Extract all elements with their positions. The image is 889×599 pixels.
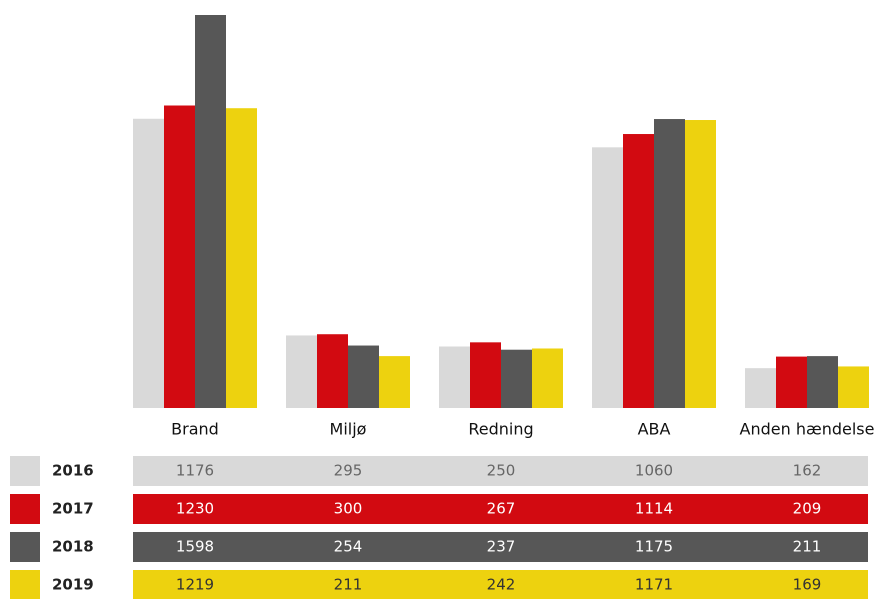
table-cell: 242: [487, 576, 516, 594]
table-row: [133, 570, 868, 599]
category-label: Miljø: [330, 420, 367, 439]
category-label: Redning: [468, 420, 533, 439]
table-cell: 1060: [635, 462, 673, 480]
table-row: [133, 456, 868, 486]
bar: [226, 108, 257, 409]
bar: [470, 342, 501, 408]
table-cell: 1176: [176, 462, 214, 480]
bar: [286, 335, 317, 408]
table-row: [133, 532, 868, 562]
legend-label: 2018: [52, 538, 94, 556]
table-cell: 237: [487, 538, 516, 556]
bar: [776, 356, 807, 408]
bar: [532, 348, 563, 408]
legend-swatch: [10, 494, 40, 524]
bar: [439, 346, 470, 408]
table-cell: 1114: [635, 500, 673, 518]
table-cell: 300: [334, 500, 363, 518]
table-cell: 169: [793, 576, 822, 594]
bar: [623, 134, 654, 408]
table-cell: 1219: [176, 576, 214, 594]
table-cell: 209: [793, 500, 822, 518]
bar: [592, 147, 623, 408]
category-label: Anden hændelse: [740, 420, 875, 439]
bar: [745, 368, 776, 408]
bar: [838, 366, 869, 408]
bar: [317, 334, 348, 408]
table-row: [133, 494, 868, 524]
table-cell: 1230: [176, 500, 214, 518]
category-label: Brand: [171, 420, 219, 439]
bar: [379, 356, 410, 408]
table-cell: 211: [334, 576, 363, 594]
legend-swatch: [10, 532, 40, 562]
bar: [195, 15, 226, 408]
bar: [501, 349, 532, 408]
legend-swatch: [10, 570, 40, 599]
bar: [164, 105, 195, 409]
bar: [133, 118, 164, 408]
table-cell: 1171: [635, 576, 673, 594]
bar: [348, 345, 379, 408]
bar: [807, 356, 838, 408]
table-cell: 1598: [176, 538, 214, 556]
legend-label: 2017: [52, 500, 94, 518]
table-cell: 295: [334, 462, 363, 480]
table-cell: 1175: [635, 538, 673, 556]
table-cell: 254: [334, 538, 363, 556]
category-label: ABA: [638, 420, 671, 439]
bar: [654, 119, 685, 408]
legend-label: 2016: [52, 462, 94, 480]
legend-label: 2019: [52, 576, 94, 594]
table-cell: 162: [793, 462, 822, 480]
bar: [685, 120, 716, 409]
table-cell: 211: [793, 538, 822, 556]
legend-swatch: [10, 456, 40, 486]
table-cell: 250: [487, 462, 516, 480]
table-cell: 267: [487, 500, 516, 518]
